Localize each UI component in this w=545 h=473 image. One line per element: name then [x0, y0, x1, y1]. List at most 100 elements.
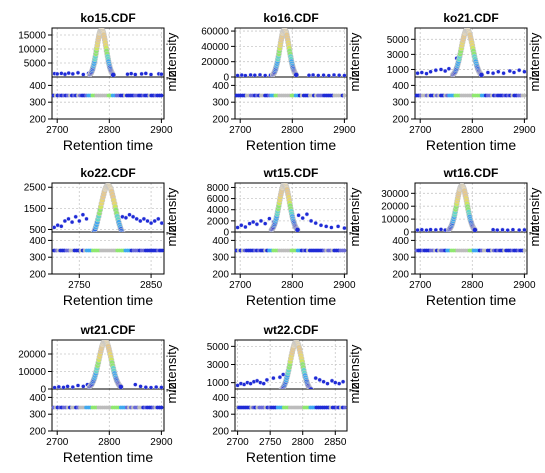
data-point: [522, 69, 527, 74]
x-axis-label: Retention time: [426, 292, 516, 308]
data-point: [84, 216, 89, 222]
mz-tick-label: 200: [29, 427, 46, 438]
data-point: [148, 385, 154, 389]
data-point: [415, 70, 420, 76]
y-tick-label: 1000: [387, 65, 410, 76]
mz-tick-label: 400: [212, 236, 229, 247]
y-tick-label: 8000: [207, 183, 230, 194]
x-axis-label: Retention time: [63, 292, 153, 308]
intensity-points: [235, 28, 347, 77]
data-point: [490, 70, 496, 76]
x-tick-label: 2700: [46, 437, 69, 448]
data-point: [325, 381, 330, 386]
data-point: [501, 70, 506, 76]
y-tick-label: 40000: [201, 42, 229, 53]
data-point: [505, 228, 510, 232]
data-point: [304, 211, 310, 217]
data-point: [138, 384, 143, 389]
y-axis-label-intensity: intensity: [347, 32, 362, 80]
x-tick-label: 2900: [513, 125, 536, 136]
data-point: [318, 223, 324, 228]
x-tick-label: 2700: [409, 280, 432, 291]
y-axis-label-mz: m/z: [527, 71, 542, 92]
chart-title: wt22.CDF: [263, 323, 319, 337]
x-tick-label: 2800: [98, 125, 121, 136]
data-point: [507, 68, 512, 74]
data-point: [55, 71, 60, 77]
data-point: [81, 72, 86, 77]
data-point: [313, 220, 318, 226]
data-point: [313, 375, 318, 381]
data-point: [243, 73, 248, 77]
lower-plot-frame: [414, 231, 528, 275]
data-point: [510, 227, 516, 232]
mz-point: [342, 93, 347, 98]
y-tick-label: 20000: [381, 202, 409, 213]
y-axis-label-intensity: intensity: [347, 344, 362, 392]
data-point: [424, 228, 429, 232]
mz-points: [234, 93, 347, 98]
chart-panel-wt22: wt22.CDF 1000 3000 5000 200 300 400 2700 2750 280…: [207, 323, 362, 465]
x-tick-label: 2800: [461, 280, 484, 291]
y-axis-label-mz: m/z: [164, 383, 179, 404]
mz-point: [343, 405, 347, 410]
x-axis-label: Retention time: [63, 137, 153, 153]
intensity-points: [52, 28, 164, 77]
y-tick-label: 0: [223, 228, 229, 239]
y-axis-label-mz: m/z: [527, 226, 542, 247]
data-point: [89, 234, 94, 239]
data-point: [70, 71, 76, 77]
lower-plot-frame: [234, 388, 348, 432]
data-point: [433, 67, 438, 73]
mz-point: [522, 93, 527, 98]
data-point: [235, 225, 240, 230]
data-point: [123, 215, 129, 221]
data-point: [321, 379, 326, 384]
mz-tick-label: 200: [212, 115, 229, 126]
data-point: [59, 71, 64, 76]
x-tick-label: 2700: [229, 280, 252, 291]
lower-plot-frame: [414, 76, 528, 120]
data-point: [235, 73, 240, 77]
chart-title: wt16.CDF: [443, 166, 499, 180]
chart-panel-ko15: ko15.CDF 5000 10000 15000 200 300 400 2700 2800 2…: [18, 11, 179, 153]
data-point: [263, 73, 268, 77]
chart-panel-ko22: ko22.CDF 500 1500 2500 200 300 400 2750 2850Rete…: [24, 166, 179, 308]
data-point: [80, 212, 86, 217]
intensity-points: [415, 183, 527, 232]
y-tick-label: 2500: [24, 183, 47, 194]
data-point: [88, 234, 93, 239]
data-point: [143, 385, 148, 389]
data-point: [128, 71, 134, 76]
intensity-points: [52, 183, 164, 239]
data-point: [342, 225, 347, 231]
intensity-points: [235, 340, 346, 389]
mz-points: [414, 248, 527, 253]
data-point: [300, 215, 305, 221]
data-point: [271, 375, 276, 381]
data-point: [55, 222, 60, 228]
chart-panel-wt21: wt21.CDF 0 10000 20000 200 300 400 2700 2800 2900…: [18, 323, 179, 465]
x-axis-label: Retention time: [246, 292, 336, 308]
x-tick-label: 2900: [150, 125, 173, 136]
upper-plot-frame: [51, 182, 165, 233]
data-point: [277, 375, 283, 380]
data-point: [145, 218, 150, 224]
chart-grid-lines: [52, 183, 164, 275]
mz-tick-label: 200: [392, 115, 409, 126]
y-axis-label-intensity: intensity: [527, 187, 542, 235]
data-point: [130, 214, 136, 220]
chart-panel-wt16: wt16.CDF 0 10000 20000 30000 200 300 400 2700 280…: [381, 166, 542, 308]
mz-tick-label: 300: [29, 98, 46, 109]
data-point: [69, 219, 75, 225]
data-point: [159, 385, 164, 389]
y-axis-label-intensity: intensity: [164, 344, 179, 392]
data-point: [139, 71, 144, 77]
mz-tick-label: 300: [29, 253, 46, 264]
y-axis-label-intensity: intensity: [527, 32, 542, 80]
data-point: [337, 73, 342, 77]
data-point: [59, 224, 64, 229]
data-point: [517, 67, 522, 73]
y-tick-label: 4000: [207, 205, 230, 216]
